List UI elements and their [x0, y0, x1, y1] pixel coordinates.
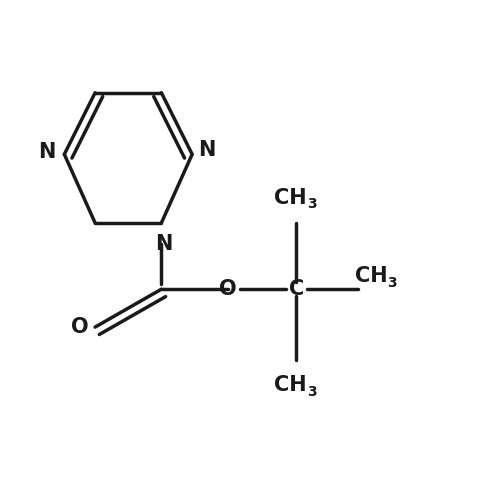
Text: 3: 3	[307, 197, 316, 211]
Text: N: N	[38, 142, 55, 162]
Text: N: N	[198, 139, 215, 160]
Text: CH: CH	[274, 376, 307, 395]
Text: O: O	[219, 279, 237, 299]
Text: 3: 3	[307, 385, 316, 399]
Text: N: N	[155, 234, 172, 254]
Text: CH: CH	[355, 266, 388, 286]
Text: 3: 3	[387, 275, 397, 290]
Text: C: C	[289, 279, 304, 299]
Text: O: O	[71, 317, 89, 337]
Text: CH: CH	[274, 188, 307, 208]
